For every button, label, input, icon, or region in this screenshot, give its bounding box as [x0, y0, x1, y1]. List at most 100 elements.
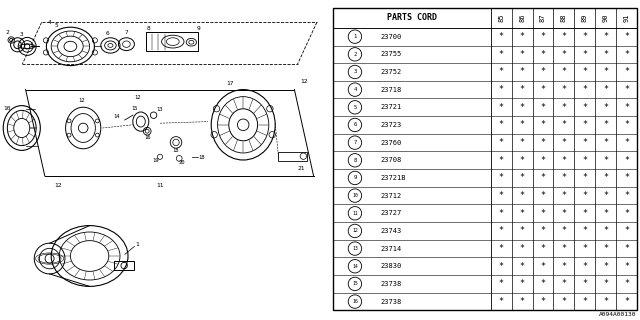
Text: *: *: [520, 279, 525, 288]
Text: 3: 3: [20, 32, 24, 37]
Text: *: *: [582, 50, 587, 59]
Text: *: *: [520, 68, 525, 76]
Text: *: *: [499, 209, 504, 218]
Text: *: *: [499, 156, 504, 165]
Circle shape: [348, 118, 362, 132]
Text: 17: 17: [227, 81, 234, 86]
Text: *: *: [603, 138, 608, 147]
Text: *: *: [520, 138, 525, 147]
Bar: [333, 8, 637, 28]
Text: *: *: [582, 262, 587, 271]
Text: *: *: [624, 244, 629, 253]
Text: *: *: [624, 32, 629, 41]
Text: *: *: [541, 32, 545, 41]
Text: 11: 11: [156, 183, 164, 188]
Text: *: *: [582, 138, 587, 147]
Text: *: *: [582, 191, 587, 200]
Text: *: *: [520, 227, 525, 236]
Text: *: *: [561, 279, 566, 288]
Text: *: *: [499, 138, 504, 147]
Text: 16: 16: [352, 299, 358, 304]
Text: *: *: [499, 50, 504, 59]
Text: 12: 12: [54, 183, 61, 188]
Text: *: *: [603, 191, 608, 200]
Text: 23712: 23712: [380, 193, 401, 199]
Text: 11: 11: [352, 211, 358, 216]
Text: *: *: [582, 103, 587, 112]
Circle shape: [348, 154, 362, 167]
Circle shape: [348, 189, 362, 202]
Text: *: *: [624, 138, 629, 147]
Circle shape: [348, 260, 362, 273]
Text: *: *: [603, 85, 608, 94]
Text: *: *: [603, 103, 608, 112]
Text: *: *: [624, 279, 629, 288]
Text: *: *: [624, 103, 629, 112]
Text: 5: 5: [353, 105, 356, 110]
Text: 23830: 23830: [380, 263, 401, 269]
Text: *: *: [520, 244, 525, 253]
Text: 2: 2: [5, 30, 9, 35]
Text: 4: 4: [353, 87, 356, 92]
Text: *: *: [582, 173, 587, 182]
Text: *: *: [520, 262, 525, 271]
Circle shape: [348, 83, 362, 96]
Text: 91: 91: [623, 14, 629, 22]
Text: 8: 8: [353, 158, 356, 163]
Text: *: *: [499, 68, 504, 76]
Text: *: *: [561, 68, 566, 76]
Text: 13: 13: [157, 107, 163, 112]
Text: 86: 86: [519, 14, 525, 22]
Text: 6: 6: [106, 31, 109, 36]
Text: *: *: [603, 244, 608, 253]
Text: *: *: [561, 244, 566, 253]
Text: 23718: 23718: [380, 87, 401, 93]
Text: *: *: [582, 209, 587, 218]
Text: *: *: [603, 227, 608, 236]
Text: 23727: 23727: [380, 210, 401, 216]
Text: *: *: [603, 68, 608, 76]
Text: 7: 7: [353, 140, 356, 145]
Text: *: *: [541, 297, 545, 306]
Text: *: *: [603, 297, 608, 306]
Text: *: *: [603, 173, 608, 182]
Text: *: *: [499, 297, 504, 306]
Text: 10: 10: [3, 106, 11, 111]
Text: *: *: [561, 156, 566, 165]
Text: 23721B: 23721B: [380, 175, 406, 181]
Circle shape: [348, 277, 362, 291]
Text: 90: 90: [602, 14, 609, 22]
Text: *: *: [561, 85, 566, 94]
Text: 5: 5: [54, 23, 58, 28]
Text: *: *: [541, 85, 545, 94]
Text: *: *: [603, 279, 608, 288]
Text: *: *: [561, 50, 566, 59]
Text: 12: 12: [352, 228, 358, 233]
Text: *: *: [624, 191, 629, 200]
Text: *: *: [499, 173, 504, 182]
Text: *: *: [582, 279, 587, 288]
Text: 23714: 23714: [380, 245, 401, 252]
Text: *: *: [624, 173, 629, 182]
Text: 12: 12: [78, 98, 85, 103]
Text: *: *: [520, 120, 525, 130]
Text: 23738: 23738: [380, 281, 401, 287]
Text: 10: 10: [352, 193, 358, 198]
Text: *: *: [499, 103, 504, 112]
Text: 23755: 23755: [380, 51, 401, 57]
Text: 23752: 23752: [380, 69, 401, 75]
Text: 16: 16: [144, 135, 150, 140]
Text: *: *: [499, 32, 504, 41]
Text: *: *: [582, 244, 587, 253]
Text: *: *: [520, 297, 525, 306]
Text: A094A00130: A094A00130: [599, 312, 637, 317]
Text: 18: 18: [172, 148, 179, 153]
Text: *: *: [499, 244, 504, 253]
Text: *: *: [561, 297, 566, 306]
Text: 6: 6: [353, 123, 356, 127]
Text: 23723: 23723: [380, 122, 401, 128]
Text: *: *: [541, 227, 545, 236]
Text: 21: 21: [297, 165, 305, 171]
Text: *: *: [541, 262, 545, 271]
Text: *: *: [561, 262, 566, 271]
